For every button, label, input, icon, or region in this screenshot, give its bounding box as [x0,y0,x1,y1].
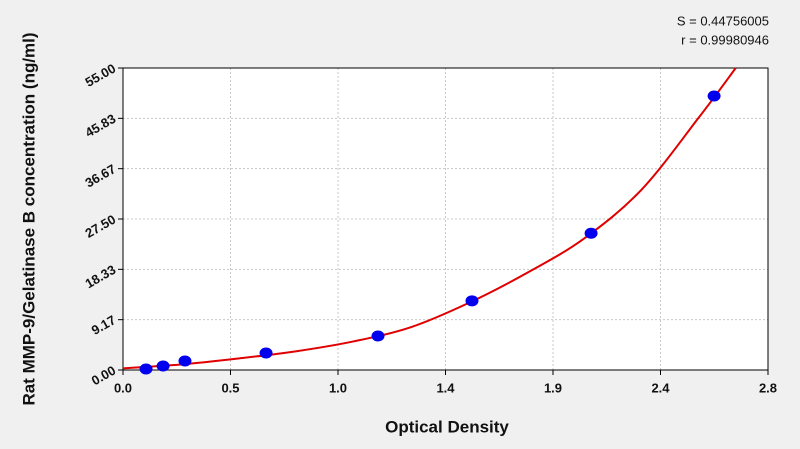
x-tick-label: 1.4 [436,380,455,395]
x-tick-label: 1.9 [544,380,562,395]
data-point [178,355,192,367]
data-point [156,360,170,372]
data-point [465,295,479,307]
data-point [259,347,273,359]
x-axis-title: Optical Density [385,417,509,436]
x-tick-label: 1.0 [329,380,347,395]
x-tick-label: 2.8 [759,380,777,395]
y-axis-title: Rat MMP-9/Gelatinase B concentration (ng… [19,32,38,405]
data-point [371,330,385,342]
annotation: S = 0.44756005 [677,13,769,28]
x-tick-label: 2.4 [651,380,670,395]
x-tick-label: 0.0 [114,380,132,395]
annotation: r = 0.99980946 [681,32,769,47]
data-point [707,90,721,102]
data-point [139,363,153,375]
data-point [584,227,598,239]
x-tick-label: 0.5 [221,380,239,395]
fit-curve [122,67,737,370]
plot-border [122,67,769,371]
